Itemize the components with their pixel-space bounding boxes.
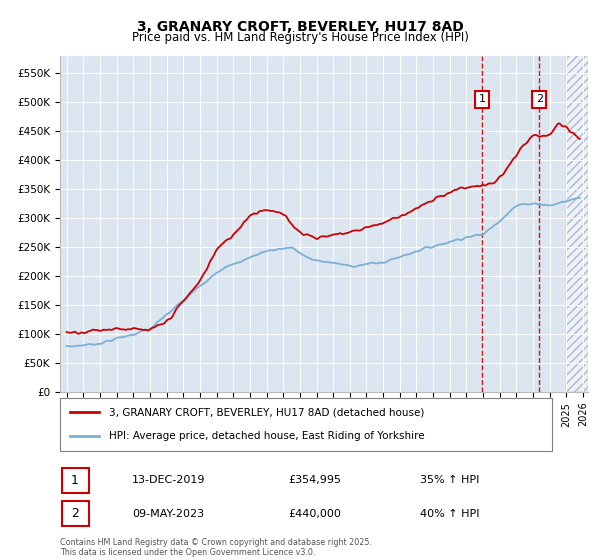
Text: 1: 1	[479, 95, 486, 105]
Text: 1: 1	[71, 474, 79, 487]
Text: 35% ↑ HPI: 35% ↑ HPI	[420, 475, 479, 485]
Text: 40% ↑ HPI: 40% ↑ HPI	[420, 509, 479, 519]
FancyBboxPatch shape	[62, 502, 89, 526]
Text: £354,995: £354,995	[288, 475, 341, 485]
FancyBboxPatch shape	[62, 468, 89, 493]
Text: Price paid vs. HM Land Registry's House Price Index (HPI): Price paid vs. HM Land Registry's House …	[131, 31, 469, 44]
Text: £440,000: £440,000	[288, 509, 341, 519]
FancyBboxPatch shape	[60, 398, 552, 451]
Text: 3, GRANARY CROFT, BEVERLEY, HU17 8AD (detached house): 3, GRANARY CROFT, BEVERLEY, HU17 8AD (de…	[109, 408, 425, 418]
Text: HPI: Average price, detached house, East Riding of Yorkshire: HPI: Average price, detached house, East…	[109, 431, 425, 441]
Text: 2: 2	[536, 95, 543, 105]
Text: Contains HM Land Registry data © Crown copyright and database right 2025.
This d: Contains HM Land Registry data © Crown c…	[60, 538, 372, 557]
Text: 2: 2	[71, 507, 79, 520]
Text: 09-MAY-2023: 09-MAY-2023	[132, 509, 204, 519]
Text: 3, GRANARY CROFT, BEVERLEY, HU17 8AD: 3, GRANARY CROFT, BEVERLEY, HU17 8AD	[137, 20, 463, 34]
Text: 13-DEC-2019: 13-DEC-2019	[132, 475, 205, 485]
